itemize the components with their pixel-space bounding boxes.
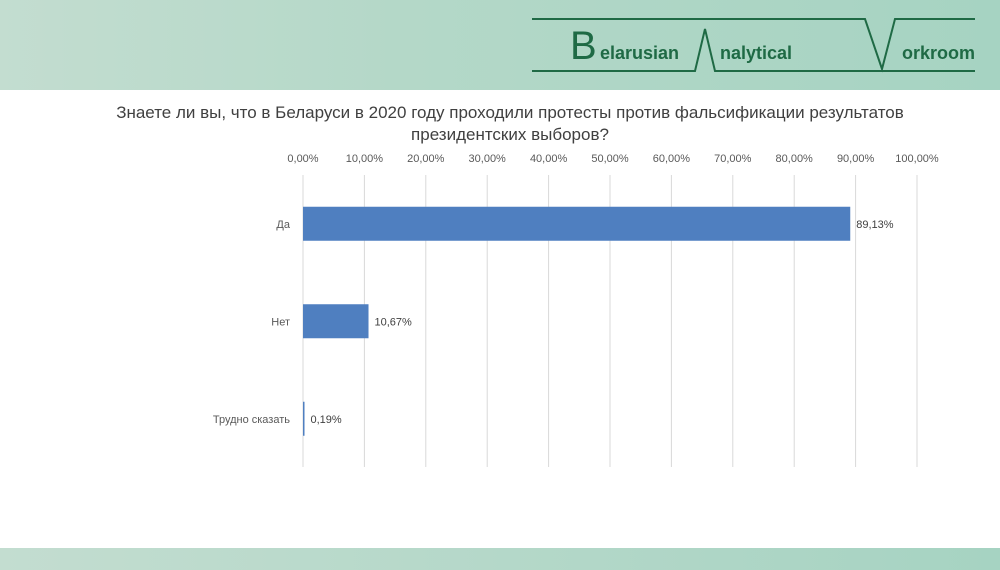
x-tick-label: 100,00% [895, 153, 939, 165]
data-label: 0,19% [311, 414, 342, 426]
category-label: Да [276, 219, 290, 231]
header-band [0, 0, 1000, 90]
data-label: 89,13% [856, 219, 894, 231]
bar [303, 304, 369, 339]
svg-text:B: B [570, 24, 597, 68]
svg-text:orkroom: orkroom [902, 43, 975, 63]
x-tick-label: 80,00% [776, 153, 814, 165]
logo: B elarusian nalytical orkroom [532, 18, 975, 73]
chart-title: Знаете ли вы, что в Беларуси в 2020 году… [116, 103, 904, 144]
footer-band [0, 548, 1000, 570]
bar [303, 206, 851, 241]
bar [303, 401, 305, 436]
svg-text:elarusian: elarusian [600, 43, 679, 63]
x-tick-label: 20,00% [407, 153, 445, 165]
x-tick-label: 30,00% [469, 153, 507, 165]
x-tick-label: 70,00% [714, 153, 752, 165]
x-tick-label: 50,00% [591, 153, 629, 165]
x-tick-label: 60,00% [653, 153, 691, 165]
x-tick-label: 0,00% [287, 153, 318, 165]
category-label: Нет [271, 316, 290, 328]
data-label: 10,67% [375, 316, 413, 328]
x-tick-label: 40,00% [530, 153, 568, 165]
x-tick-label: 90,00% [837, 153, 875, 165]
x-tick-label: 10,00% [346, 153, 384, 165]
category-label: Трудно сказать [213, 414, 290, 426]
svg-text:nalytical: nalytical [720, 43, 792, 63]
